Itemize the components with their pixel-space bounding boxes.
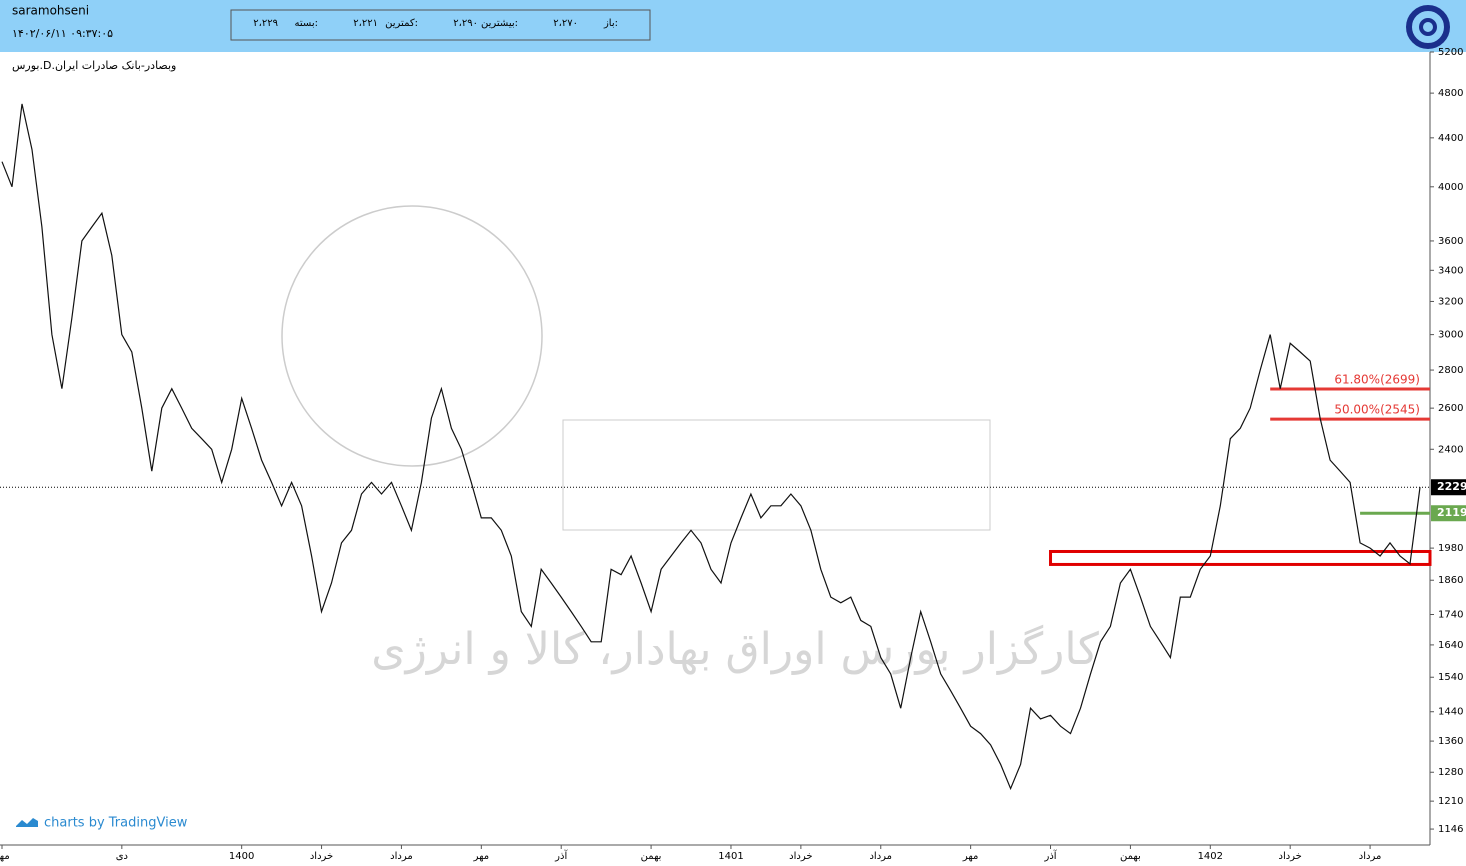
y-tick-label: 3400 <box>1438 265 1463 276</box>
x-tick-label: مهر <box>962 851 978 862</box>
y-tick-label: 5200 <box>1438 47 1463 58</box>
footer-icon <box>16 818 38 827</box>
quote-label: بیشترین: <box>481 18 518 29</box>
datetime: ۱۴۰۲/۰۶/۱۱ ۰۹:۳۷:۰۵ <box>12 27 113 40</box>
y-tick-label: 1440 <box>1438 707 1463 718</box>
price-label: 2229 <box>1437 480 1466 493</box>
y-tick-label: 2400 <box>1438 444 1463 455</box>
x-tick-label: مرداد <box>869 851 892 862</box>
x-tick-label: مرداد <box>1359 851 1382 862</box>
watermark-logo <box>562 419 991 531</box>
quote-box <box>230 9 651 41</box>
watermark: کارگزار بورس اوراق بهادار، کالا و انرژی <box>371 624 1099 675</box>
x-tick-label: 1400 <box>229 851 254 862</box>
quote-value: ۲،۲۲۱ <box>353 18 378 29</box>
y-tick-label: 1740 <box>1438 609 1463 620</box>
price-label: 2119 <box>1437 506 1466 519</box>
quote-label: باز: <box>603 18 618 29</box>
y-tick-label: 3000 <box>1438 330 1463 341</box>
x-tick-label: 1401 <box>718 851 743 862</box>
x-tick-label: خرداد <box>1278 851 1301 862</box>
y-tick-label: 4400 <box>1438 133 1463 144</box>
quote-group: باز: ۲،۲۷۰ بیشترین:۲،۲۹۰ کمترین: ۲،۲۲۱ بسته: ۲… <box>253 18 618 29</box>
x-tick-label: خرداد <box>310 851 333 862</box>
header-bar <box>0 0 1466 52</box>
y-tick-label: 1540 <box>1438 672 1463 683</box>
y-tick-label: 1860 <box>1438 575 1463 586</box>
y-tick-label: 4000 <box>1438 182 1463 193</box>
chart-title: بورس.D.وبصادر-بانک صادرات ایران <box>12 59 176 72</box>
y-tick-label: 1640 <box>1438 640 1463 651</box>
y-tick-label: 1360 <box>1438 736 1463 747</box>
logo <box>1406 5 1450 49</box>
x-tick-label: آذر <box>1043 849 1057 862</box>
quote-label: بسته: <box>295 18 318 29</box>
footer: charts by TradingView <box>44 816 188 831</box>
price-line <box>1 103 1421 791</box>
quote-label: کمترین: <box>385 18 418 29</box>
y-tick-label: 1980 <box>1438 543 1463 554</box>
x-tick-label: آذر <box>554 849 568 862</box>
y-tick-label: 3200 <box>1438 296 1463 307</box>
price-box <box>1431 479 1466 496</box>
user-name: saramohseni <box>12 4 89 18</box>
x-tick-label: مهر <box>473 851 489 862</box>
x-tick-label: خرداد <box>789 851 812 862</box>
x-tick-label: مهر <box>0 851 10 862</box>
x-tick-label: مرداد <box>390 851 413 862</box>
y-tick-label: 2600 <box>1438 403 1463 414</box>
y-tick-label: 3600 <box>1438 236 1463 247</box>
x-tick-label: بهمن <box>641 851 662 862</box>
level-label: 50.00%(2545) <box>1334 403 1420 417</box>
level-label: 61.80%(2699) <box>1334 372 1420 386</box>
y-tick-label: 1280 <box>1438 767 1463 778</box>
price-box <box>1431 505 1466 522</box>
y-tick-label: 4800 <box>1438 88 1463 99</box>
quote-value: ۲،۲۷۰ <box>553 18 578 29</box>
quote-value: ۲،۲۹۰ <box>453 18 478 29</box>
logo-inner <box>1419 18 1437 36</box>
x-tick-label: دی <box>116 851 128 862</box>
y-tick-label: 1146 <box>1438 824 1463 835</box>
y-tick-label: 2800 <box>1438 365 1463 376</box>
x-tick-label: بهمن <box>1120 851 1141 862</box>
zone <box>1049 549 1432 566</box>
y-tick-label: 1210 <box>1438 796 1463 807</box>
x-tick-label: 1402 <box>1198 851 1223 862</box>
quote-value: ۲،۲۲۹ <box>253 18 278 29</box>
watermark-logo <box>281 205 543 467</box>
